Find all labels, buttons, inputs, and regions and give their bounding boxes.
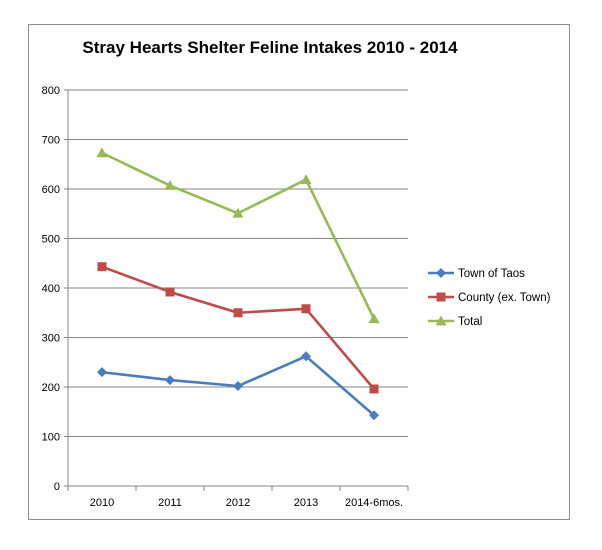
data-point-county-ex-town-2010 — [97, 262, 107, 272]
data-point-town-of-taos-2011 — [165, 375, 175, 386]
series-town-of-taos — [97, 351, 379, 421]
axes — [64, 89, 409, 491]
legend-item-county-ex-town: County (ex. Town) — [428, 292, 551, 304]
chart-title: Stray Hearts Shelter Feline Intakes 2010… — [82, 38, 458, 57]
y-tick-label-400: 400 — [42, 283, 60, 295]
series-line-total — [101, 151, 376, 320]
y-axis-ticks: 0 100 200 300 400 500 600 700 800 — [42, 85, 60, 493]
series-group — [96, 147, 380, 421]
x-tick-label-2014-6mos.: 2014-6mos. — [345, 497, 403, 509]
data-point-total-2012 — [232, 207, 244, 218]
y-tick-label-200: 200 — [42, 382, 60, 394]
data-point-total-2011 — [164, 180, 176, 190]
data-point-county-ex-town-2011 — [165, 287, 175, 297]
series-total — [96, 147, 380, 324]
y-tick-label-600: 600 — [42, 184, 60, 196]
y-tick-label-300: 300 — [42, 333, 60, 345]
x-tick-label-2010: 2010 — [90, 497, 114, 509]
y-tick-label-500: 500 — [42, 234, 60, 246]
y-tick-label-0: 0 — [54, 481, 60, 493]
series-line-county-ex-town — [101, 265, 375, 390]
x-tick-label-2013: 2013 — [294, 497, 318, 509]
legend-marker-total — [435, 315, 447, 326]
data-point-county-ex-town-2013 — [301, 304, 311, 314]
legend-item-town-of-taos: Town of Taos — [428, 268, 525, 280]
gridlines — [68, 89, 408, 437]
data-point-town-of-taos-2012 — [233, 381, 243, 392]
data-point-total-2010 — [96, 147, 108, 158]
x-axis-ticks: 2010 2011 2012 2013 2014-6mos. — [90, 497, 403, 509]
legend-marker-town-of-taos — [436, 268, 446, 278]
data-point-total-2013 — [300, 174, 312, 184]
data-point-town-of-taos-2010 — [97, 367, 107, 378]
legend: Town of Taos County (ex. Town) Total — [428, 268, 551, 328]
data-point-total-2014-6mos. — [368, 313, 380, 324]
data-point-town-of-taos-2014-6mos. — [369, 410, 379, 421]
legend-label-total: Total — [458, 316, 482, 328]
legend-label-county-ex-town: County (ex. Town) — [458, 292, 551, 304]
series-county-ex-town — [97, 262, 379, 394]
data-point-county-ex-town-2014-6mos. — [369, 384, 379, 394]
data-point-town-of-taos-2013 — [301, 351, 311, 362]
x-tick-label-2012: 2012 — [226, 497, 250, 509]
data-point-county-ex-town-2012 — [233, 308, 243, 318]
y-tick-label-800: 800 — [42, 85, 60, 97]
x-tick-label-2011: 2011 — [158, 497, 182, 509]
legend-marker-county-ex-town — [436, 292, 446, 302]
legend-label-town-of-taos: Town of Taos — [458, 268, 525, 280]
y-tick-label-700: 700 — [42, 135, 60, 147]
legend-item-total: Total — [428, 315, 482, 328]
y-tick-label-100: 100 — [42, 432, 60, 444]
